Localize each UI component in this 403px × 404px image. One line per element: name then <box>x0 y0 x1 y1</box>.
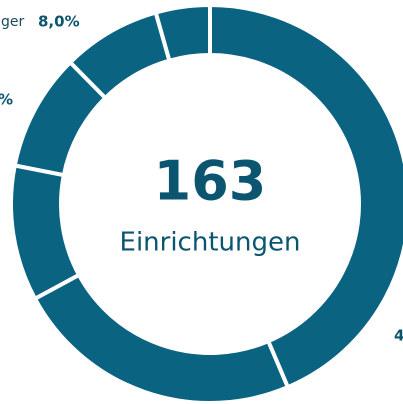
donut-segment <box>9 163 82 302</box>
donut-segment <box>208 2 403 390</box>
value-label: 8,0% <box>38 13 80 31</box>
center-value: 163 <box>154 150 267 213</box>
annotation: 4 <box>394 327 403 345</box>
donut-segment <box>32 272 291 404</box>
annotation: % <box>0 91 13 109</box>
annotation: ger <box>1 14 25 30</box>
center-label: Einrichtungen <box>120 228 301 258</box>
donut-segment <box>12 59 109 178</box>
donut-segment <box>67 10 172 101</box>
